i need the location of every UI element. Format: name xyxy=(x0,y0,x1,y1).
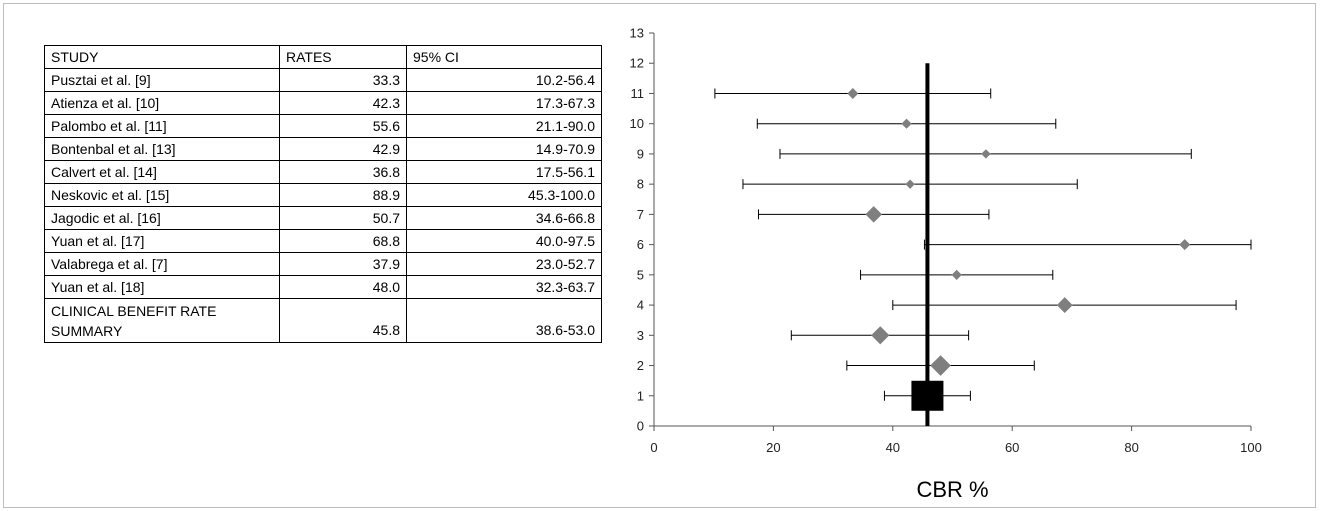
y-tick-label: 10 xyxy=(630,116,644,131)
study-point-marker xyxy=(871,326,890,345)
x-tick-label: 60 xyxy=(1005,440,1019,455)
table-row: Valabrega et al. [7] 37.9 23.0-52.7 xyxy=(44,252,602,276)
summary-square-marker xyxy=(911,380,944,411)
study-point-marker xyxy=(905,179,915,189)
header-ci: 95% CI xyxy=(406,45,602,69)
x-tick-label: 0 xyxy=(650,440,657,455)
summary-label-line2: SUMMARY xyxy=(51,323,123,339)
y-tick-label: 13 xyxy=(630,26,644,41)
table-row: Bontenbal et al. [13] 42.9 14.9-70.9 xyxy=(44,137,602,161)
study-name: Bontenbal et al. [13] xyxy=(44,137,280,161)
y-tick-label: 5 xyxy=(637,267,644,282)
x-axis-title: CBR % xyxy=(916,477,988,502)
x-tick-label: 20 xyxy=(766,440,780,455)
y-tick-label: 1 xyxy=(637,388,644,403)
header-rates: RATES xyxy=(279,45,407,69)
study-point-marker xyxy=(901,118,912,129)
study-rate: 42.3 xyxy=(279,91,407,115)
y-tick-label: 0 xyxy=(637,419,644,434)
summary-label: CLINICAL BENEFIT RATE SUMMARY xyxy=(44,298,280,343)
y-tick-label: 8 xyxy=(637,177,644,192)
summary-row: CLINICAL BENEFIT RATE SUMMARY 45.8 38.6-… xyxy=(44,298,602,343)
figure-frame xyxy=(3,3,1316,508)
y-tick-label: 9 xyxy=(637,146,644,161)
summary-rate: 45.8 xyxy=(279,298,407,343)
x-tick-label: 80 xyxy=(1124,440,1138,455)
study-point-marker xyxy=(1056,297,1073,313)
y-tick-label: 3 xyxy=(637,328,644,343)
study-name: Valabrega et al. [7] xyxy=(44,252,280,276)
y-tick-label: 12 xyxy=(630,56,644,71)
y-tick-label: 4 xyxy=(637,298,644,313)
study-rate: 55.6 xyxy=(279,114,407,138)
study-name: Neskovic et al. [15] xyxy=(44,183,280,207)
study-name: Jagodic et al. [16] xyxy=(44,206,280,230)
y-tick-label: 11 xyxy=(631,86,645,101)
study-point-marker xyxy=(930,355,951,376)
x-tick-label: 100 xyxy=(1240,440,1262,455)
table-row: Yuan et al. [17] 68.8 40.0-97.5 xyxy=(44,229,602,253)
table-row: Atienza et al. [10] 42.3 17.3-67.3 xyxy=(44,91,602,115)
study-point-marker xyxy=(1179,239,1191,251)
x-tick-label: 40 xyxy=(886,440,900,455)
table-row: Neskovic et al. [15] 88.9 45.3-100.0 xyxy=(44,183,602,207)
study-rate: 88.9 xyxy=(279,183,407,207)
study-point-marker xyxy=(981,149,991,159)
table-header-row: STUDY RATES 95% CI xyxy=(44,45,602,69)
y-tick-label: 7 xyxy=(637,207,644,222)
study-ci: 45.3-100.0 xyxy=(406,183,602,207)
table-row: Jagodic et al. [16] 50.7 34.6-66.8 xyxy=(44,206,602,230)
study-point-marker xyxy=(847,87,859,99)
table-row: Pusztai et al. [9] 33.3 10.2-56.4 xyxy=(44,68,602,92)
study-rate: 42.9 xyxy=(279,137,407,161)
y-tick-label: 2 xyxy=(637,358,644,373)
table-row: Calvert et al. [14] 36.8 17.5-56.1 xyxy=(44,160,602,184)
summary-label-line1: CLINICAL BENEFIT RATE xyxy=(51,303,217,319)
study-point-marker xyxy=(951,269,962,280)
study-ci: 17.3-67.3 xyxy=(406,91,602,115)
study-ci: 34.6-66.8 xyxy=(406,206,602,230)
study-ci: 14.9-70.9 xyxy=(406,137,602,161)
study-ci: 32.3-63.7 xyxy=(406,275,602,299)
study-rate: 48.0 xyxy=(279,275,407,299)
study-table: STUDY RATES 95% CI Pusztai et al. [9] 33… xyxy=(44,45,602,343)
study-point-marker xyxy=(865,206,882,223)
summary-ci: 38.6-53.0 xyxy=(406,298,602,343)
y-tick-label: 6 xyxy=(637,237,644,252)
